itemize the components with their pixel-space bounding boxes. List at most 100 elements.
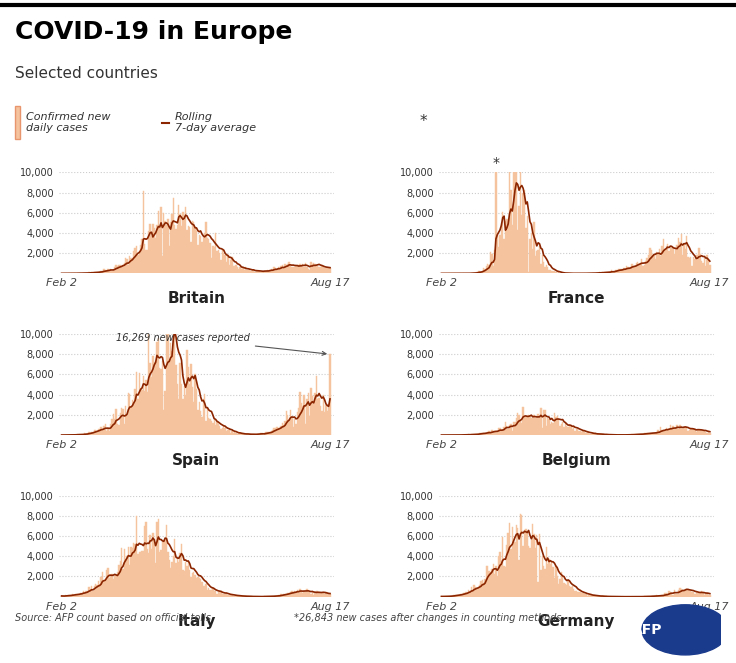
Bar bbox=[125, 559, 127, 597]
Bar bbox=[518, 206, 520, 273]
Bar bbox=[587, 432, 588, 435]
Bar bbox=[516, 526, 517, 597]
Bar bbox=[167, 316, 169, 435]
Bar bbox=[119, 561, 121, 597]
Bar bbox=[160, 369, 162, 435]
X-axis label: Germany: Germany bbox=[537, 615, 615, 629]
Bar bbox=[272, 430, 274, 435]
Bar bbox=[180, 553, 181, 597]
Bar bbox=[593, 434, 595, 435]
Bar bbox=[321, 593, 322, 597]
Bar bbox=[534, 415, 535, 435]
Bar bbox=[80, 593, 82, 597]
Bar bbox=[169, 362, 170, 435]
Bar bbox=[563, 583, 565, 597]
Bar bbox=[328, 404, 329, 435]
Bar bbox=[93, 430, 95, 435]
Bar bbox=[280, 594, 282, 597]
Bar bbox=[319, 398, 320, 435]
Bar bbox=[641, 434, 643, 435]
Bar bbox=[130, 547, 132, 597]
Bar bbox=[116, 409, 117, 435]
Bar bbox=[171, 214, 173, 273]
Bar bbox=[509, 164, 510, 273]
Bar bbox=[183, 218, 185, 273]
Bar bbox=[154, 539, 155, 597]
Bar bbox=[253, 270, 255, 273]
Bar bbox=[107, 269, 109, 273]
Bar bbox=[327, 268, 328, 273]
Bar bbox=[698, 248, 700, 273]
Bar bbox=[537, 250, 539, 273]
Bar bbox=[185, 562, 186, 597]
Bar bbox=[531, 418, 532, 435]
Bar bbox=[155, 237, 156, 273]
Bar bbox=[90, 272, 91, 273]
Bar bbox=[210, 421, 212, 435]
Bar bbox=[467, 593, 468, 597]
Bar bbox=[559, 579, 561, 597]
Bar bbox=[505, 221, 506, 273]
Bar bbox=[239, 267, 241, 273]
Bar bbox=[196, 577, 197, 597]
Bar bbox=[197, 245, 199, 273]
Bar bbox=[668, 429, 670, 435]
Bar bbox=[528, 546, 529, 597]
Bar bbox=[136, 247, 137, 273]
Bar bbox=[300, 392, 301, 435]
Bar bbox=[670, 247, 671, 273]
X-axis label: France: France bbox=[548, 291, 605, 306]
Bar bbox=[660, 256, 662, 273]
Bar bbox=[499, 552, 500, 597]
Bar bbox=[705, 595, 707, 597]
Bar bbox=[249, 269, 250, 273]
Bar bbox=[636, 263, 637, 273]
Bar bbox=[230, 595, 231, 597]
Bar bbox=[140, 388, 141, 435]
Bar bbox=[238, 269, 239, 273]
Bar bbox=[141, 550, 143, 597]
Bar bbox=[178, 205, 180, 273]
Bar bbox=[495, 432, 497, 435]
Bar bbox=[242, 268, 244, 273]
Bar bbox=[521, 215, 523, 273]
Bar bbox=[705, 266, 707, 273]
Bar bbox=[193, 222, 194, 273]
Bar bbox=[562, 577, 563, 597]
Bar bbox=[133, 405, 135, 435]
Bar bbox=[231, 257, 233, 273]
Bar bbox=[107, 429, 109, 435]
Bar bbox=[540, 408, 542, 435]
Bar bbox=[156, 225, 158, 273]
Bar bbox=[114, 267, 116, 273]
Bar bbox=[99, 272, 100, 273]
Bar bbox=[696, 255, 697, 273]
Bar bbox=[572, 586, 573, 597]
Bar bbox=[303, 591, 305, 597]
Bar bbox=[506, 426, 508, 435]
Bar bbox=[91, 432, 92, 435]
Bar bbox=[687, 590, 689, 597]
Bar bbox=[320, 267, 321, 273]
Bar bbox=[305, 263, 306, 273]
Text: AFP: AFP bbox=[631, 623, 662, 637]
Bar bbox=[665, 593, 667, 597]
Bar bbox=[201, 582, 202, 597]
Bar bbox=[228, 430, 230, 435]
Bar bbox=[173, 289, 174, 435]
Bar bbox=[166, 225, 167, 273]
Bar bbox=[457, 595, 459, 597]
Bar bbox=[646, 434, 648, 435]
Bar bbox=[76, 594, 77, 597]
Bar bbox=[320, 593, 321, 597]
Bar bbox=[178, 399, 180, 435]
Bar bbox=[275, 428, 276, 435]
Bar bbox=[82, 591, 84, 597]
Bar bbox=[652, 433, 654, 435]
Bar bbox=[159, 368, 160, 435]
Bar bbox=[475, 587, 476, 597]
Bar bbox=[520, 514, 521, 597]
Bar bbox=[105, 271, 106, 273]
Bar bbox=[199, 235, 200, 273]
Bar bbox=[306, 267, 308, 273]
